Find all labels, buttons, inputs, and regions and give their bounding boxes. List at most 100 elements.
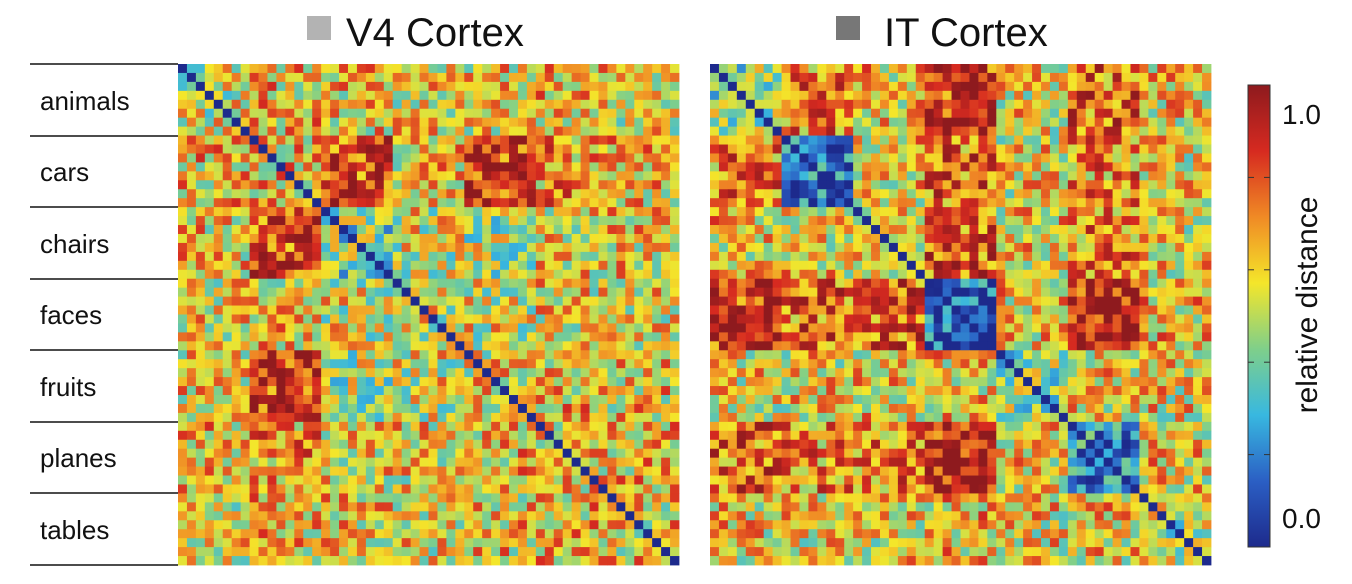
heatmap-cell	[1112, 153, 1122, 163]
heatmap-cell	[464, 386, 474, 396]
heatmap-cell	[482, 81, 492, 92]
heatmap-cell	[491, 466, 501, 476]
heatmap-cell	[745, 162, 756, 172]
heatmap-cell	[781, 126, 791, 136]
heatmap-cell	[517, 64, 528, 74]
heatmap-cell	[888, 135, 899, 145]
heatmap-cell	[1041, 135, 1051, 145]
heatmap-cell	[303, 314, 313, 324]
heatmap-cell	[446, 171, 456, 181]
heatmap-cell	[960, 269, 970, 280]
heatmap-cell	[428, 484, 438, 494]
heatmap-cell	[249, 108, 259, 119]
heatmap-cell	[195, 207, 206, 217]
heatmap-cell	[710, 332, 720, 342]
heatmap-cell	[517, 269, 528, 280]
heatmap-cell	[1202, 171, 1212, 181]
heatmap-cell	[1202, 278, 1212, 289]
heatmap-cell	[1085, 135, 1096, 145]
heatmap-cell	[996, 251, 1006, 262]
heatmap-cell	[924, 99, 935, 110]
heatmap-cell	[670, 403, 680, 414]
heatmap-cell	[808, 216, 818, 226]
heatmap-cell	[826, 180, 836, 190]
heatmap-cell	[392, 395, 403, 405]
heatmap-cell	[374, 430, 385, 441]
heatmap-cell	[589, 108, 599, 119]
heatmap-cell	[1058, 278, 1069, 289]
heatmap-cell	[1023, 225, 1033, 235]
heatmap-cell	[249, 171, 259, 181]
heatmap-cell	[267, 90, 277, 101]
heatmap-cell	[1130, 153, 1140, 163]
heatmap-cell	[178, 269, 188, 280]
heatmap-cell	[240, 260, 250, 271]
heatmap-cell	[383, 368, 394, 378]
heatmap-cell	[1041, 332, 1051, 342]
heatmap-cell	[347, 216, 358, 226]
heatmap-cell	[517, 520, 528, 530]
heatmap-cell	[258, 225, 268, 235]
heatmap-cell	[240, 296, 250, 306]
heatmap-cell	[178, 108, 188, 119]
heatmap-cell	[473, 198, 483, 208]
heatmap-cell	[589, 144, 599, 154]
heatmap-cell	[1041, 233, 1051, 244]
heatmap-cell	[517, 99, 528, 110]
heatmap-cell	[419, 439, 429, 450]
heatmap-cell	[924, 251, 935, 262]
heatmap-cell	[428, 377, 438, 387]
heatmap-cell	[401, 341, 412, 351]
heatmap-cell	[915, 135, 926, 145]
heatmap-cell	[987, 64, 997, 74]
heatmap-cell	[303, 430, 313, 441]
heatmap-cell	[862, 171, 872, 181]
heatmap-cell	[509, 493, 519, 503]
heatmap-cell	[410, 377, 420, 387]
heatmap-cell	[240, 126, 250, 136]
heatmap-cell	[951, 144, 961, 154]
heatmap-cell	[517, 126, 528, 136]
heatmap-cell	[383, 547, 394, 557]
heatmap-cell	[888, 90, 899, 101]
heatmap-cell	[339, 538, 349, 548]
heatmap-cell	[294, 377, 304, 387]
heatmap-cell	[526, 448, 537, 459]
heatmap-cell	[1166, 287, 1176, 298]
heatmap-cell	[428, 153, 438, 163]
heatmap-cell	[580, 323, 590, 333]
heatmap-cell	[482, 287, 492, 298]
heatmap-cell	[888, 72, 899, 83]
v4-title-swatch	[307, 16, 331, 40]
heatmap-cell	[356, 287, 367, 298]
heatmap-cell	[455, 448, 465, 459]
heatmap-cell	[178, 135, 188, 145]
heatmap-cell	[294, 529, 304, 539]
heatmap-cell	[1121, 135, 1131, 145]
heatmap-cell	[339, 403, 349, 414]
heatmap-cell	[553, 350, 564, 360]
heatmap-cell	[853, 314, 863, 324]
heatmap-cell	[491, 350, 501, 360]
heatmap-cell	[410, 538, 420, 548]
heatmap-cell	[616, 162, 626, 172]
heatmap-cell	[1058, 99, 1069, 110]
heatmap-cell	[213, 350, 224, 360]
heatmap-cell	[339, 466, 349, 476]
heatmap-cell	[339, 144, 349, 154]
heatmap-cell	[745, 260, 756, 271]
heatmap-cell	[969, 81, 979, 92]
heatmap-cell	[652, 314, 662, 324]
heatmap-cell	[321, 395, 331, 405]
heatmap-cell	[598, 359, 608, 369]
heatmap-cell	[933, 108, 944, 119]
heatmap-cell	[464, 269, 474, 280]
heatmap-cell	[978, 90, 988, 101]
heatmap-cell	[339, 216, 349, 226]
heatmap-cell	[517, 135, 528, 145]
heatmap-cell	[915, 207, 926, 217]
heatmap-cell	[213, 216, 224, 226]
heatmap-cell	[374, 216, 385, 226]
heatmap-cell	[365, 287, 376, 298]
heatmap-cell	[294, 314, 304, 324]
